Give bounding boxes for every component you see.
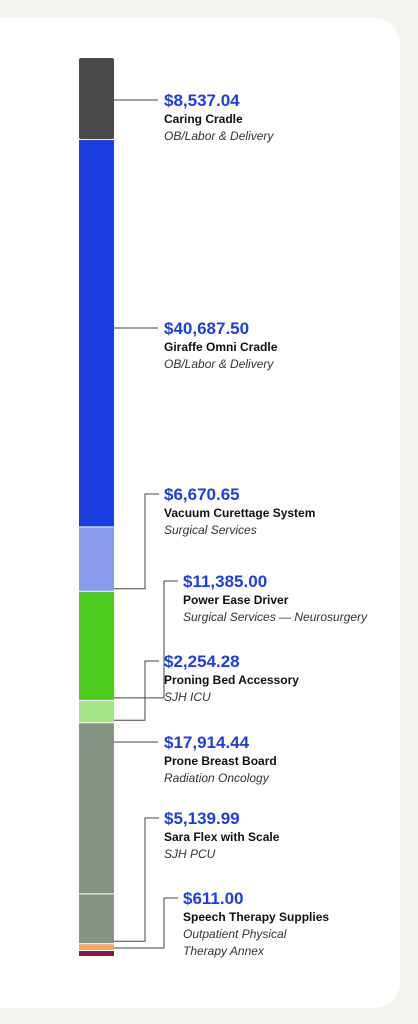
bar-segment [79,700,114,723]
amount-label: $5,139.99 [164,809,240,828]
item-name-label: Caring Cradle [164,112,243,126]
bar-segment [79,527,114,591]
chart-card [0,18,400,1008]
department-label: Radiation Oncology [164,771,270,785]
amount-label: $17,914.44 [164,733,250,752]
department-label: OB/Labor & Delivery [164,357,274,371]
bar-segment [79,58,114,140]
item-name-label: Proning Bed Accessory [164,673,299,687]
item-name-label: Power Ease Driver [183,593,289,607]
amount-label: $8,537.04 [164,91,240,110]
amount-label: $40,687.50 [164,319,249,338]
amount-label: $611.00 [183,889,244,908]
amount-label: $11,385.00 [183,572,267,591]
item-name-label: Vacuum Curettage System [164,506,315,520]
department-label: Therapy Annex [183,944,265,958]
department-label: Surgical Services — Neurosurgery [183,610,368,624]
bar-segment [79,894,114,944]
bar-segment [79,140,114,527]
item-name-label: Prone Breast Board [164,754,277,768]
leader-line [114,897,178,949]
item-name-label: Speech Therapy Supplies [183,910,329,924]
department-label: SJH ICU [164,690,211,704]
bar-segment [79,951,114,956]
leader-line [114,493,159,590]
amount-label: $2,254.28 [164,652,240,671]
amount-label: $6,670.65 [164,485,240,504]
bar-segment [79,723,114,894]
leader-line [114,817,159,942]
department-label: Outpatient Physical [183,927,287,941]
department-label: Surgical Services [164,523,257,537]
bar-segment [79,944,114,950]
leader-line [114,660,159,721]
department-label: OB/Labor & Delivery [164,129,274,143]
leader-line [114,580,178,699]
department-label: SJH PCU [164,847,216,861]
item-name-label: Sara Flex with Scale [164,830,280,844]
item-name-label: Giraffe Omni Cradle [164,340,278,354]
bar-segment [79,591,114,700]
